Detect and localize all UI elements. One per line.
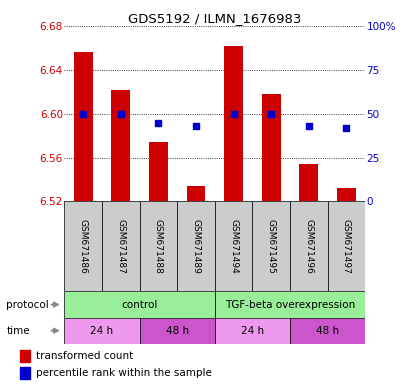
Bar — [64, 291, 215, 318]
Text: transformed count: transformed count — [36, 351, 134, 361]
Text: 48 h: 48 h — [316, 326, 339, 336]
Bar — [149, 142, 168, 201]
Bar — [102, 201, 139, 291]
Bar — [299, 164, 318, 201]
Bar — [224, 46, 243, 201]
Text: time: time — [6, 326, 30, 336]
Text: GSM671497: GSM671497 — [342, 219, 351, 274]
Text: GSM671488: GSM671488 — [154, 219, 163, 274]
Text: percentile rank within the sample: percentile rank within the sample — [36, 368, 212, 378]
Title: GDS5192 / ILMN_1676983: GDS5192 / ILMN_1676983 — [128, 12, 301, 25]
Bar — [290, 201, 327, 291]
Bar — [215, 291, 365, 318]
Text: GSM671489: GSM671489 — [191, 219, 200, 274]
Bar — [111, 90, 130, 201]
Point — [80, 111, 86, 117]
Bar — [139, 318, 215, 344]
Point — [305, 123, 312, 129]
Text: protocol: protocol — [6, 300, 49, 310]
Bar — [215, 201, 252, 291]
Bar — [252, 201, 290, 291]
Bar — [290, 318, 365, 344]
Text: 24 h: 24 h — [90, 326, 113, 336]
Bar — [20, 367, 30, 379]
Point — [155, 119, 162, 126]
Point — [343, 125, 350, 131]
Point — [230, 111, 237, 117]
Bar — [139, 201, 177, 291]
Point — [193, 123, 199, 129]
Bar — [20, 350, 30, 362]
Bar — [64, 318, 139, 344]
Point — [268, 111, 274, 117]
Bar — [215, 318, 290, 344]
Text: control: control — [121, 300, 158, 310]
Bar — [74, 51, 93, 201]
Text: GSM671494: GSM671494 — [229, 219, 238, 274]
Point — [117, 111, 124, 117]
Bar — [187, 186, 205, 201]
Bar — [262, 94, 281, 201]
Text: GSM671495: GSM671495 — [267, 219, 276, 274]
Text: GSM671487: GSM671487 — [116, 219, 125, 274]
Bar — [177, 201, 215, 291]
Text: GSM671486: GSM671486 — [78, 219, 88, 274]
Text: TGF-beta overexpression: TGF-beta overexpression — [225, 300, 355, 310]
Text: 24 h: 24 h — [241, 326, 264, 336]
Bar — [337, 188, 356, 201]
Text: 48 h: 48 h — [166, 326, 189, 336]
Bar — [327, 201, 365, 291]
Bar — [64, 201, 102, 291]
Text: GSM671496: GSM671496 — [304, 219, 313, 274]
